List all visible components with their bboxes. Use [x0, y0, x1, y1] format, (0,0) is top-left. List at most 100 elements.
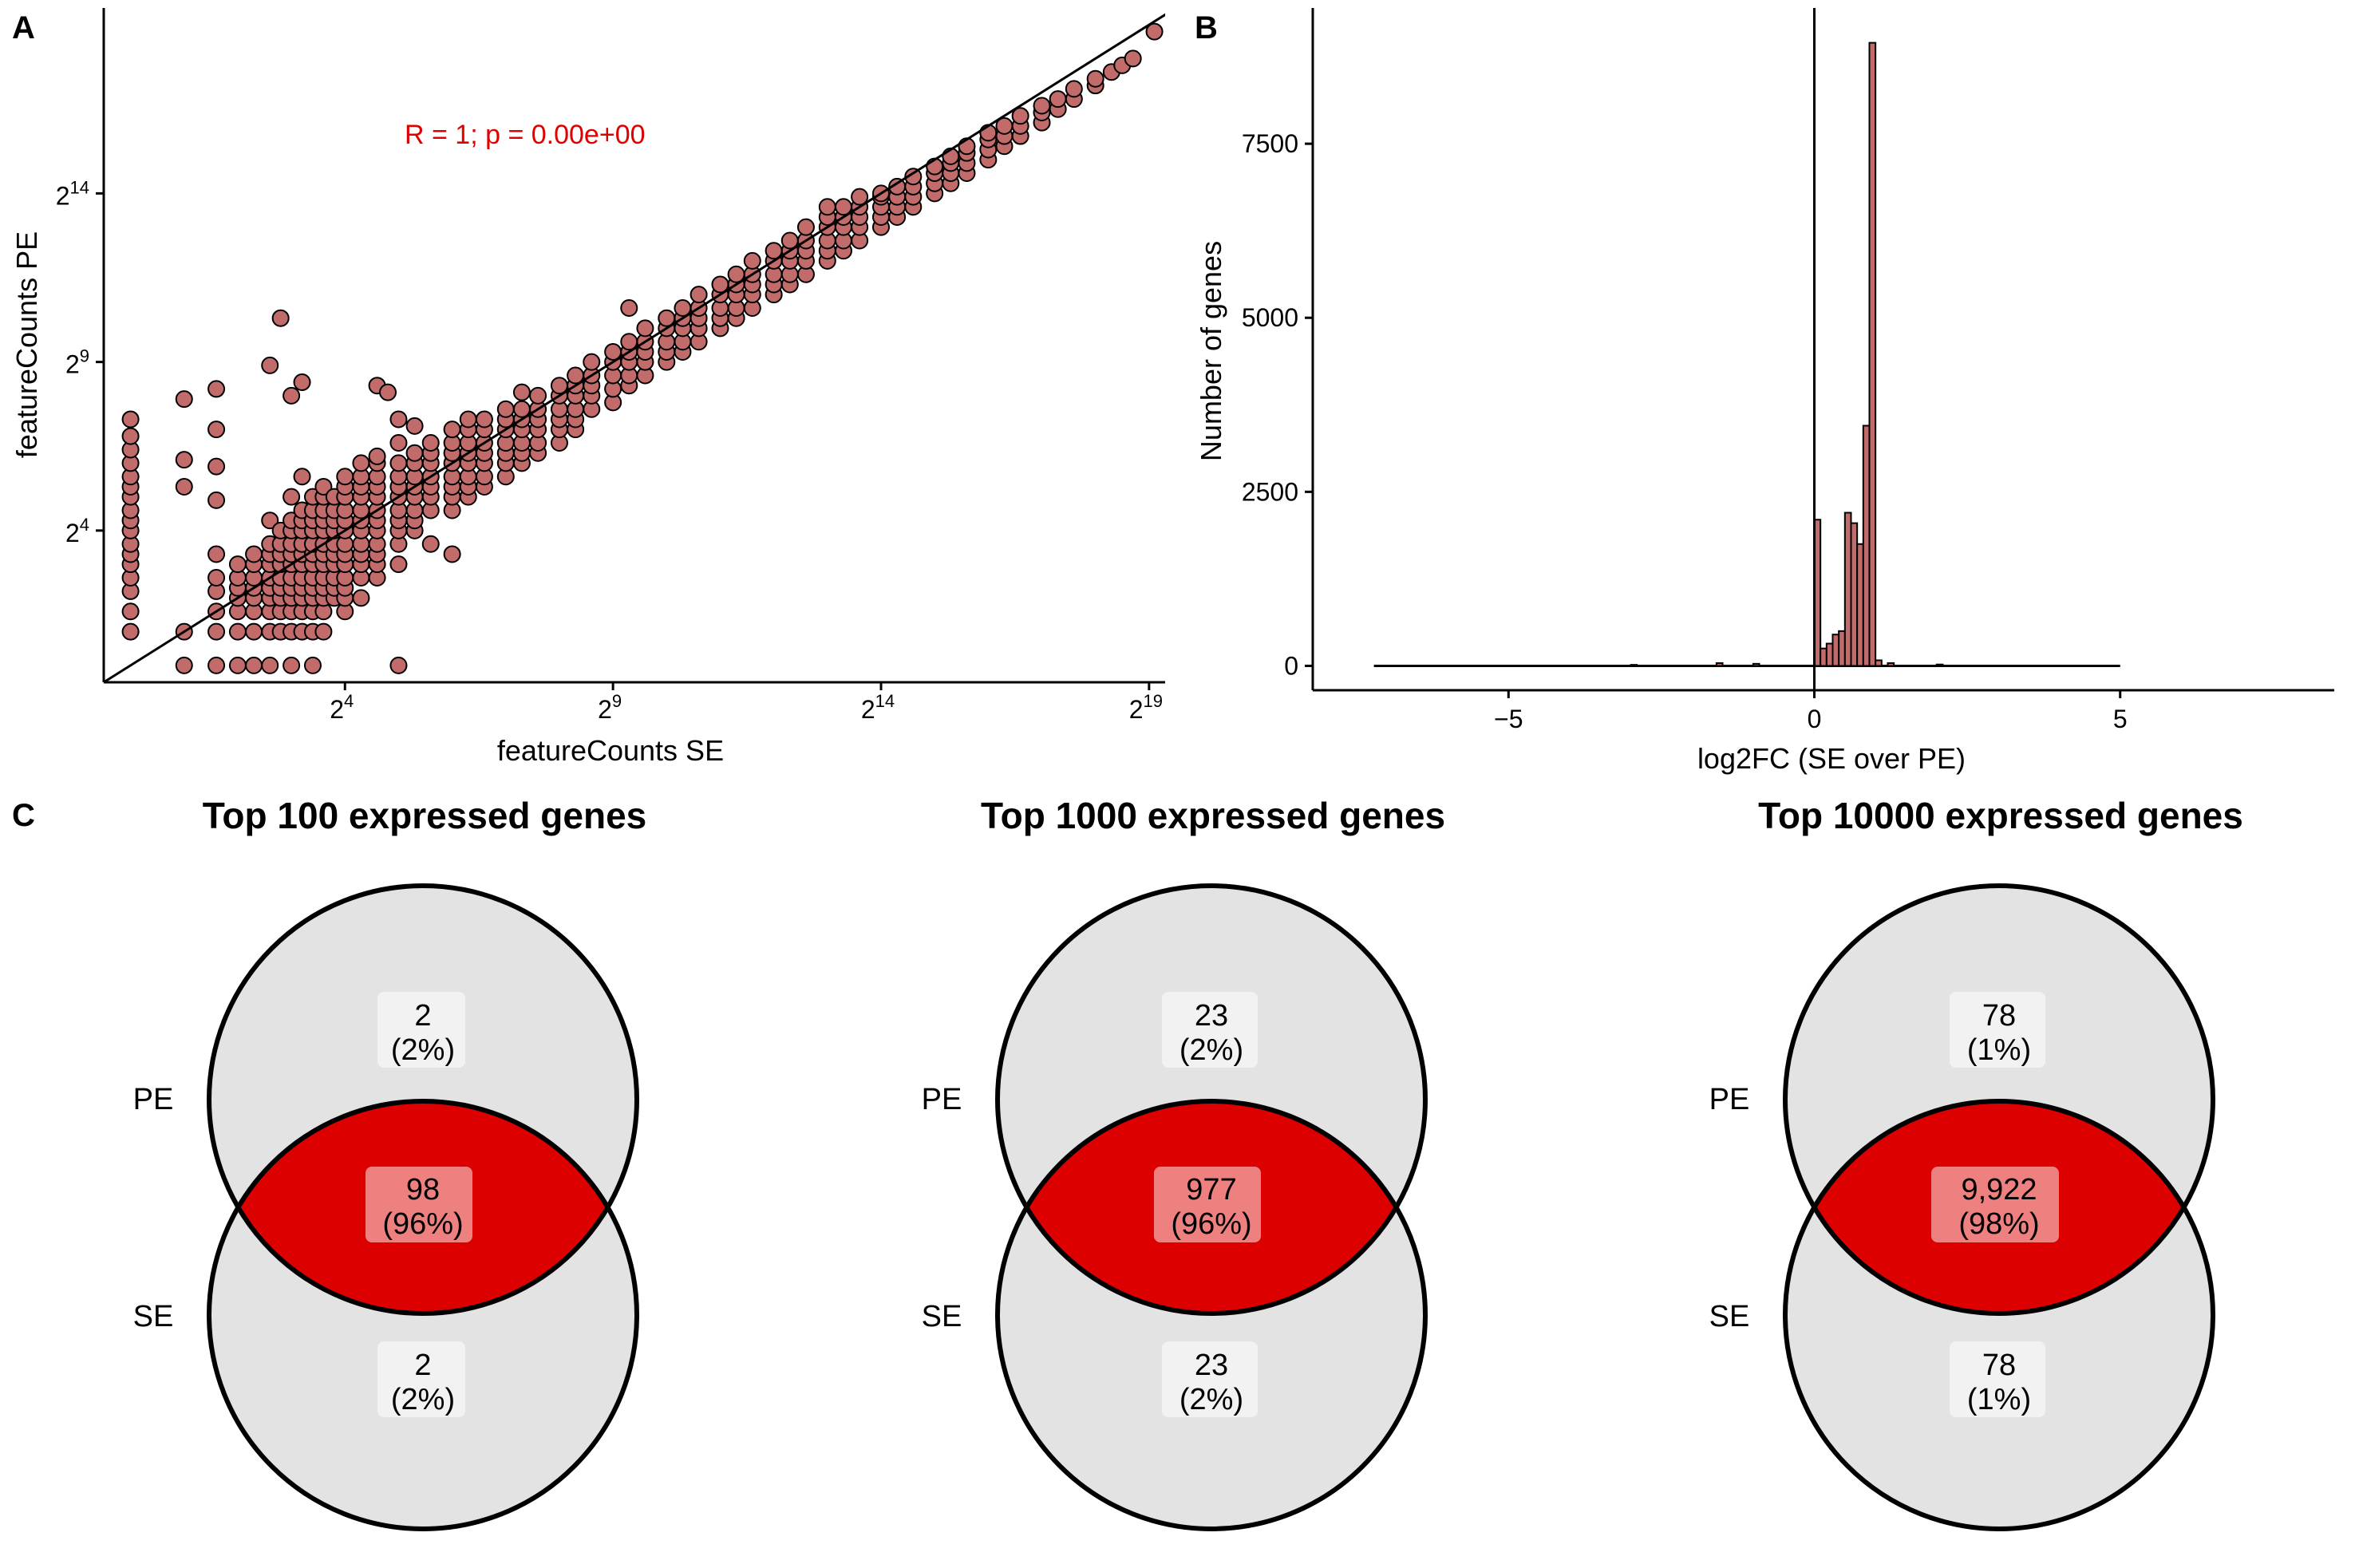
- scatter-panel: 24 29 214 219 24 29 214 R = 1; p = 0.00e+00 f…: [10, 8, 1165, 767]
- identity-line: [104, 13, 1165, 682]
- scatter-point: [293, 468, 311, 486]
- y-axis-title: featureCounts PE: [10, 231, 43, 458]
- label-box-both: [1154, 1167, 1261, 1242]
- histogram-panel: −5 0 5 0 2500 5000 7500 log2FC (SE over PE) N…: [1195, 8, 2334, 775]
- scatter-point: [293, 373, 311, 391]
- y-ticks: 24 29 214: [56, 177, 104, 547]
- scatter-point: [207, 491, 226, 509]
- only-pe-count: 78: [1982, 999, 2016, 1033]
- scatter-point: [207, 380, 226, 398]
- scatter-point: [743, 251, 761, 270]
- scatter-point: [175, 477, 193, 496]
- set-label-pe: PE: [133, 1083, 174, 1116]
- scatter-point: [336, 468, 354, 486]
- scatter-point: [583, 353, 601, 371]
- venn-2: Top 1000 expressed genes PE SE 23 (2%) 9…: [922, 795, 1445, 1531]
- scatter-point: [796, 218, 815, 236]
- y-tick-label: 0: [1284, 651, 1298, 680]
- scatter-point: [1145, 22, 1164, 41]
- scatter-point: [207, 457, 226, 476]
- label-box-both: [365, 1167, 472, 1242]
- only-pe-pct: (2%): [1179, 1033, 1243, 1067]
- scatter-point: [121, 602, 140, 621]
- scatter-point: [1011, 107, 1029, 125]
- label-box-only-se: [1162, 1341, 1258, 1417]
- histogram-bars: [1630, 41, 1944, 667]
- scatter-point: [904, 168, 923, 186]
- panel-letter-b: B: [1195, 10, 1218, 45]
- scatter-point: [818, 198, 836, 216]
- scatter-point: [620, 299, 638, 318]
- scatter-point: [379, 383, 397, 401]
- x-tick-label: 29: [598, 691, 622, 724]
- scatter-point: [368, 447, 386, 465]
- scatter-point: [314, 622, 333, 641]
- both-pct: (96%): [382, 1207, 463, 1241]
- y-axis-title: Number of genes: [1195, 241, 1227, 461]
- scatter-point: [352, 454, 370, 472]
- x-ticks: 24 29 214 219: [330, 682, 1163, 724]
- scatter-point: [529, 386, 547, 405]
- set-label-pe: PE: [1709, 1083, 1750, 1116]
- histogram-bar: [1868, 41, 1877, 667]
- scatter-point: [175, 390, 193, 409]
- x-tick-label: 0: [1808, 705, 1822, 733]
- scatter-point: [475, 410, 493, 429]
- venn-outline-se: [995, 1099, 1428, 1531]
- scatter-point: [636, 319, 654, 338]
- scatter-point: [443, 545, 461, 563]
- histogram-bar: [1935, 663, 1944, 667]
- x-tick-label: 214: [861, 691, 895, 724]
- label-box-only-se: [1950, 1341, 2045, 1417]
- histogram-bar: [1887, 662, 1895, 667]
- set-label-se: SE: [133, 1300, 174, 1333]
- scatter-point: [1049, 90, 1067, 109]
- only-se-count: 2: [414, 1349, 431, 1382]
- venn-1: Top 100 expressed genes PE SE 2 (2%) 98 …: [133, 795, 646, 1531]
- label-box-both: [1931, 1167, 2059, 1242]
- scatter-point: [245, 656, 263, 674]
- scatter-point: [228, 656, 247, 674]
- both-count: 977: [1186, 1173, 1236, 1207]
- set-label-pe: PE: [922, 1083, 962, 1116]
- histogram-bar: [1752, 662, 1760, 667]
- scatter-point: [389, 454, 408, 472]
- only-se-pct: (2%): [1179, 1383, 1243, 1416]
- y-tick-label: 5000: [1242, 303, 1298, 332]
- x-tick-label: −5: [1494, 705, 1523, 733]
- only-pe-count: 2: [414, 999, 431, 1033]
- x-ticks: −5 0 5: [1494, 690, 2128, 733]
- scatter-point: [512, 383, 531, 401]
- histogram-bar: [1850, 522, 1859, 667]
- scatter-point: [443, 421, 461, 439]
- set-label-se: SE: [922, 1300, 962, 1333]
- correlation-annotation: R = 1; p = 0.00e+00: [405, 120, 646, 150]
- only-se-count: 78: [1982, 1349, 2016, 1382]
- scatter-point: [421, 434, 440, 452]
- scatter-point: [421, 535, 440, 553]
- histogram-bar: [1843, 511, 1852, 667]
- scatter-point: [175, 451, 193, 469]
- scatter-point: [283, 386, 301, 405]
- scatter-point: [228, 555, 247, 574]
- y-tick-label: 214: [56, 177, 89, 210]
- venn-3: Top 10000 expressed genes PE SE 78 (1%) …: [1709, 795, 2243, 1531]
- scatter-point: [314, 477, 333, 496]
- venn-outline-pe: [995, 883, 1428, 1316]
- set-label-se: SE: [1709, 1300, 1750, 1333]
- scatter-point: [261, 511, 279, 530]
- histogram-bar: [1856, 543, 1864, 667]
- scatter-points: [121, 22, 1164, 674]
- scatter-point: [121, 622, 140, 641]
- histogram-bar: [1875, 659, 1883, 667]
- histogram-bar: [1831, 634, 1840, 667]
- scatter-point: [303, 656, 322, 674]
- scatter-point: [389, 656, 408, 674]
- scatter-point: [261, 656, 279, 674]
- scatter-point: [207, 656, 226, 674]
- only-se-count: 23: [1195, 1349, 1228, 1382]
- histogram-bar: [1862, 425, 1871, 667]
- scatter-point: [389, 410, 408, 429]
- histogram-bar: [1820, 647, 1827, 667]
